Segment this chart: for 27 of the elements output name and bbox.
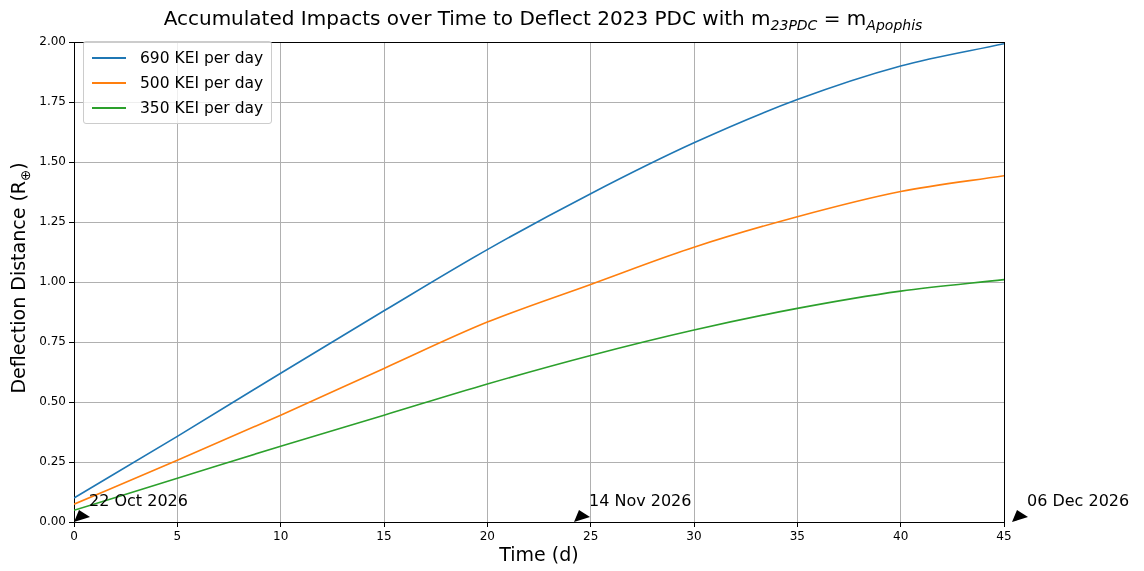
x-tick-label: 15 — [376, 529, 392, 544]
y-tick-label: 2.00 — [39, 34, 66, 49]
x-tick-label: 10 — [273, 529, 289, 544]
x-tick-label: 0 — [70, 529, 78, 544]
y-tick-label: 1.25 — [39, 214, 66, 229]
x-tick-label: 5 — [173, 529, 182, 544]
chart-title: Accumulated Impacts over Time to Deflect 2023 PDC with m$_{23PDC}$ = m$_{Apophis}$ — [162, 6, 924, 33]
x-tick-label: 35 — [789, 529, 805, 544]
y-tick-label: 1.00 — [39, 274, 66, 289]
legend-label: 350 KEI per day — [139, 97, 264, 119]
x-tick-label: 40 — [893, 529, 909, 544]
x-tick-label: 30 — [686, 529, 702, 544]
y-tick-label: 1.75 — [39, 94, 66, 109]
legend-label: 690 KEI per day — [139, 47, 264, 69]
y-tick-label: 0.75 — [39, 334, 66, 349]
annotation: 14 Nov 2026 — [589, 491, 692, 510]
text: 06 Dec 2026 — [1027, 491, 1130, 510]
y-tick-label: 0.50 — [39, 394, 66, 409]
legend-label: 500 KEI per day — [139, 72, 264, 94]
y-tick-label: 1.50 — [39, 154, 66, 169]
x-axis-title: Time (d) — [498, 542, 579, 565]
y-tick-label: 0.25 — [39, 454, 66, 469]
line-series — [74, 174, 1004, 506]
y-tick-label: 0.00 — [39, 514, 66, 529]
x-tick-label: 20 — [479, 529, 495, 544]
x-tick-label: 45 — [996, 529, 1012, 544]
x-tick-label: 25 — [583, 529, 599, 544]
